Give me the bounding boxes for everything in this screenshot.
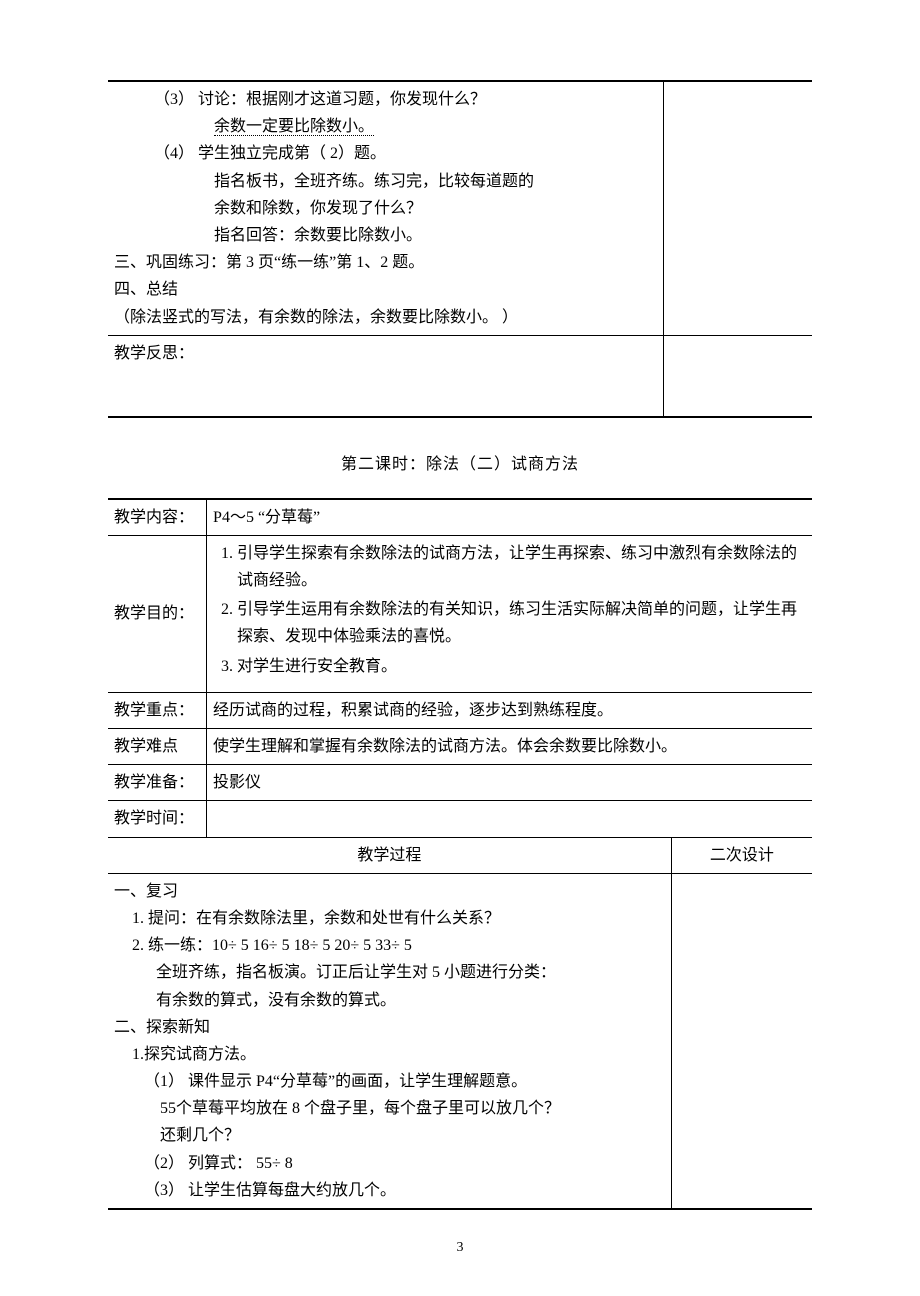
proc-line: 余数一定要比除数小。 (114, 113, 657, 140)
time-value (207, 801, 812, 837)
objective-item: 引导学生探索有余数除法的试商方法，让学生再探索、练习中激烈有余数除法的试商经验。 (237, 540, 806, 594)
proc-line: （3） 讨论：根据刚才这道习题，你发现什么？ (114, 86, 657, 113)
proc-line: 三、巩固练习：第 3 页“练一练”第 1、2 题。 (114, 249, 657, 276)
proc-line: 全班齐练，指名板演。订正后让学生对 5 小题进行分类： (114, 959, 665, 986)
proc-line: 余数和除数，你发现了什么？ (114, 195, 657, 222)
process-cell-top: （3） 讨论：根据刚才这道习题，你发现什么？ 余数一定要比除数小。 （4） 学生… (108, 81, 664, 335)
lesson-table-main: 教学内容： P4～5 “分草莓” 教学目的： 引导学生探索有余数除法的试商方法，… (108, 498, 812, 1210)
proc-line: 1. 提问：在有余数除法里，余数和处世有什么关系？ (114, 905, 665, 932)
purpose-label: 教学目的： (108, 535, 207, 692)
proc-line: 一、复习 (114, 878, 665, 905)
proc-line: 二、探索新知 (114, 1014, 665, 1041)
proc-line: 有余数的算式，没有余数的算式。 (114, 987, 665, 1014)
proc-line: 55个草莓平均放在 8 个盘子里，每个盘子里可以放几个？ (114, 1095, 665, 1122)
reflection-aside (664, 335, 812, 417)
purpose-value: 引导学生探索有余数除法的试商方法，让学生再探索、练习中激烈有余数除法的试商经验。… (207, 535, 812, 692)
proc-line: （3） 让学生估算每盘大约放几个。 (114, 1177, 665, 1204)
focus-value: 经历试商的过程，积累试商的经验，逐步达到熟练程度。 (207, 692, 812, 728)
proc-line: 2. 练一练：10÷ 5 16÷ 5 18÷ 5 20÷ 5 33÷ 5 (114, 932, 665, 959)
aside-cell-top (664, 81, 812, 335)
proc-line: 1.探究试商方法。 (114, 1041, 665, 1068)
section-title: 第二课时：除法（二）试商方法 (108, 450, 812, 474)
process-header-left: 教学过程 (108, 837, 671, 873)
content-value: P4～5 “分草莓” (207, 499, 812, 536)
focus-label: 教学重点： (108, 692, 207, 728)
process-cell-main: 一、复习 1. 提问：在有余数除法里，余数和处世有什么关系？ 2. 练一练：10… (108, 873, 671, 1209)
reflection-label-cell: 教学反思： (108, 335, 664, 417)
proc-line: 四、总结 (114, 276, 657, 303)
difficulty-label: 教学难点 (108, 729, 207, 765)
proc-line: （1） 课件显示 P4“分草莓”的画面，让学生理解题意。 (114, 1068, 665, 1095)
page-number: 3 (108, 1240, 812, 1256)
prep-label: 教学准备： (108, 765, 207, 801)
objective-item: 引导学生运用有余数除法的有关知识，练习生活实际解决简单的问题，让学生再探索、发现… (237, 596, 806, 650)
difficulty-value: 使学生理解和掌握有余数除法的试商方法。体会余数要比除数小。 (207, 729, 812, 765)
aside-cell-main (671, 873, 812, 1209)
proc-line: （4） 学生独立完成第（ 2）题。 (114, 140, 657, 167)
proc-line: 指名板书，全班齐练。练习完，比较每道题的 (114, 168, 657, 195)
process-header-right: 二次设计 (671, 837, 812, 873)
proc-line: 指名回答：余数要比除数小。 (114, 222, 657, 249)
prep-value: 投影仪 (207, 765, 812, 801)
objective-item: 对学生进行安全教育。 (237, 653, 806, 680)
reflection-label: 教学反思： (114, 345, 194, 362)
content-label: 教学内容： (108, 499, 207, 536)
time-label: 教学时间： (108, 801, 207, 837)
proc-line: 还剩几个？ (114, 1122, 665, 1149)
lesson-table-top: （3） 讨论：根据刚才这道习题，你发现什么？ 余数一定要比除数小。 （4） 学生… (108, 80, 812, 418)
proc-line: （2） 列算式： 55÷ 8 (114, 1150, 665, 1177)
proc-line: （除法竖式的写法，有余数的除法，余数要比除数小。 ） (114, 304, 657, 331)
